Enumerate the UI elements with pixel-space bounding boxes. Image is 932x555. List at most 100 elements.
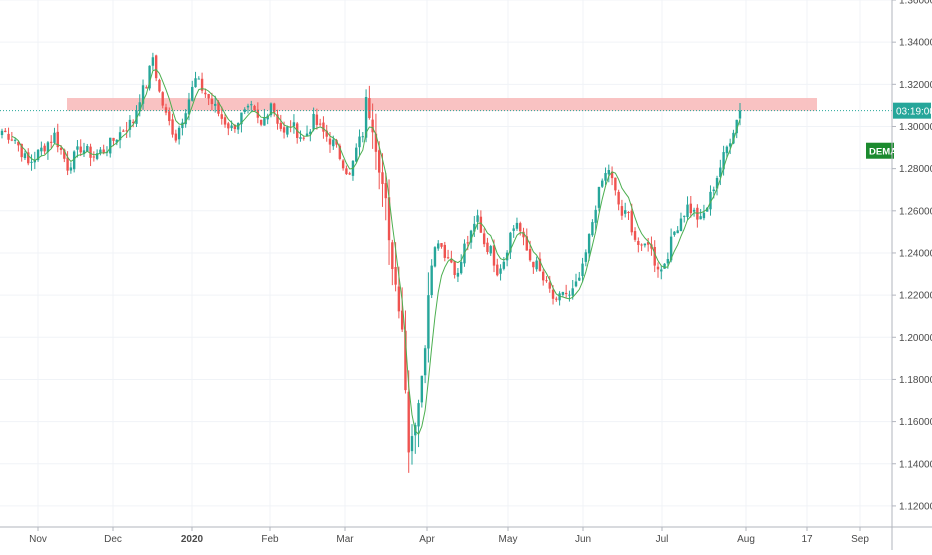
candle-bull [250, 104, 253, 106]
candle-bull [86, 146, 89, 152]
candle-bull [709, 191, 712, 210]
candle-bull [568, 294, 571, 296]
candle-bull [469, 230, 473, 243]
candle-bull [240, 112, 243, 125]
candle-bull [692, 209, 696, 212]
candle-bull [643, 243, 647, 246]
candle-bull [187, 99, 191, 115]
candle-bull [292, 122, 296, 127]
candle-bear [519, 223, 522, 232]
candle-bear [302, 137, 305, 139]
candle-bull [177, 127, 181, 140]
candle-bear [486, 242, 489, 252]
candle-bear [325, 130, 328, 137]
candle-bull [686, 204, 689, 218]
x-tick-label: Apr [419, 534, 435, 545]
candle-bull [666, 259, 670, 264]
candle-bull [676, 230, 679, 234]
candle-bull [46, 142, 50, 153]
current-price-line-layer: 03:19:00 DEMA [0, 102, 932, 159]
x-tick-label: Feb [261, 534, 279, 545]
candle-bear [207, 94, 210, 99]
candle-bull [309, 131, 312, 135]
candle-bear [614, 177, 617, 191]
candle-bear [610, 171, 614, 179]
candle-bear [125, 130, 128, 132]
candle-bull [728, 143, 732, 147]
candle-bear [210, 98, 214, 105]
candle-bear [689, 203, 692, 214]
candle-bull [286, 126, 289, 135]
candle-bear [10, 139, 14, 141]
candle-bear [259, 119, 263, 125]
candle-bull [118, 132, 122, 141]
candle-bear [371, 119, 374, 133]
candle-bull [460, 262, 463, 274]
candle-bull [423, 348, 427, 376]
candle-bear [63, 149, 66, 159]
candle-bear [525, 236, 528, 251]
candle-bull [722, 152, 725, 170]
candle-bull [584, 252, 588, 262]
candle-bull [72, 151, 76, 170]
x-tick-label: Aug [737, 534, 755, 545]
y-tick-label: 1.24000 [899, 248, 932, 259]
candle-bull [699, 216, 702, 220]
candle-bull [433, 247, 437, 267]
candle-bear [400, 310, 404, 330]
candle-bull [191, 86, 194, 101]
candle-bear [630, 210, 633, 233]
candle-bull [194, 78, 197, 88]
candle-bull [76, 146, 79, 150]
candle-bull [243, 109, 246, 113]
candle-bull [299, 137, 302, 139]
candle-bull [489, 246, 492, 254]
candle-bull [128, 119, 132, 130]
candle-bull [581, 263, 584, 277]
candle-bear [640, 244, 643, 246]
dema-badge-label: DEMA [869, 147, 897, 158]
resistance-zone-layer [67, 98, 817, 111]
current-price-badge [893, 102, 931, 119]
candle-bull [535, 260, 538, 270]
y-tick-label: 1.26000 [899, 206, 932, 217]
candle-bear [233, 124, 237, 130]
candle-bull [476, 215, 479, 222]
candle-bull [669, 236, 673, 261]
candle-bull [601, 180, 604, 187]
candle-bear [253, 105, 256, 111]
candle-bear [335, 140, 338, 145]
y-tick-label: 1.36000 [899, 0, 932, 7]
candle-bull [115, 139, 118, 143]
candle-bear [112, 137, 115, 141]
candle-bear [158, 79, 161, 92]
candle-bear [200, 78, 204, 91]
x-tick-label: Sep [851, 534, 869, 545]
candle-bull [364, 97, 368, 138]
candle-bull [230, 125, 233, 129]
candle-bear [653, 246, 656, 266]
candle-bull [305, 133, 309, 137]
resistance-zone [67, 98, 817, 111]
candle-bull [725, 146, 729, 154]
dema-badge [866, 142, 894, 159]
candle-bear [145, 87, 148, 89]
candle-bull [607, 170, 610, 175]
candle-bear [627, 212, 630, 214]
candle-bull [30, 161, 33, 163]
candle-bear [154, 55, 158, 79]
y-tick-label: 1.28000 [899, 164, 932, 175]
x-tick-label: Mar [336, 534, 354, 545]
candle-bull [40, 147, 43, 152]
candle-bear [538, 258, 542, 271]
candle-bull [148, 65, 151, 89]
candle-bear [387, 197, 391, 241]
candle-bull [430, 265, 433, 296]
candle-bear [378, 150, 381, 173]
candle-bear [164, 107, 168, 113]
candle-bear [496, 264, 499, 276]
candle-bull [456, 272, 460, 277]
candle-bull [417, 403, 420, 427]
